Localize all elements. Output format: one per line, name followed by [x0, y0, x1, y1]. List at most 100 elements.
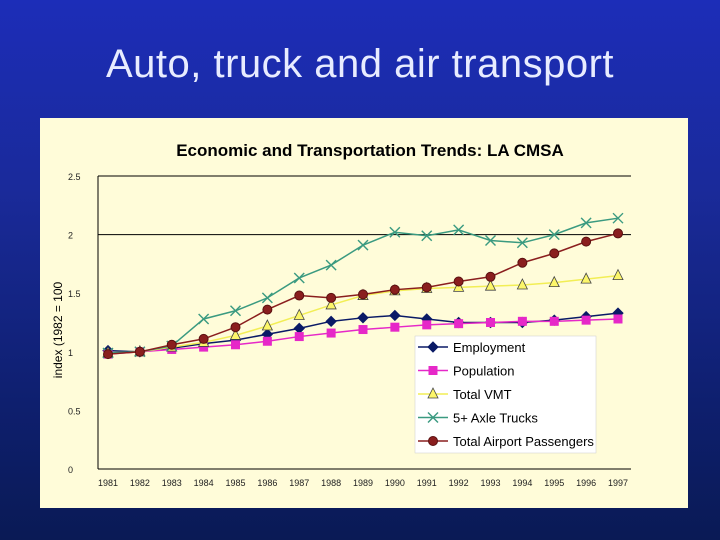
- data-point: [549, 248, 560, 259]
- legend-entry: Total VMT: [418, 387, 512, 402]
- legend-marker: [428, 436, 438, 446]
- x-tick-label: 1991: [417, 478, 437, 488]
- data-point: [293, 322, 305, 335]
- data-point: [326, 292, 337, 303]
- data-point: [516, 237, 528, 249]
- data-point: [390, 322, 400, 332]
- axes: [97, 176, 631, 470]
- data-point: [486, 318, 495, 327]
- data-point: [453, 276, 464, 287]
- y-tick-label: 0.5: [68, 406, 81, 416]
- data-point: [231, 340, 240, 350]
- data-point: [613, 228, 623, 239]
- data-point: [389, 309, 401, 322]
- data-point: [325, 259, 337, 271]
- data-point: [453, 224, 465, 236]
- series-total-airport-passengers: [103, 228, 623, 360]
- data-point: [612, 212, 624, 224]
- y-tick-label: 1.5: [68, 289, 81, 299]
- legend-entry: Population: [418, 364, 514, 379]
- data-point: [294, 332, 304, 342]
- legend-label: Employment: [453, 340, 526, 355]
- x-tick-label: 1985: [225, 478, 245, 488]
- data-point: [325, 298, 337, 310]
- y-tick-label: 2.5: [68, 172, 81, 182]
- legend-label: 5+ Axle Trucks: [453, 411, 538, 426]
- data-point: [229, 328, 242, 340]
- x-tick-label: 1992: [449, 478, 469, 488]
- data-point: [454, 319, 464, 329]
- legend: Employment Population Total VMT 5+ Axle Tru…: [414, 335, 597, 454]
- data-point: [612, 268, 624, 281]
- legend-entry: 5+ Axle Trucks: [418, 411, 538, 426]
- data-point: [485, 271, 496, 282]
- data-point: [517, 257, 528, 268]
- data-point: [549, 316, 559, 326]
- x-tick-label: 1995: [544, 478, 564, 488]
- data-point: [484, 279, 497, 291]
- x-tick-label: 1984: [194, 478, 214, 488]
- x-tick-label: 1990: [385, 478, 405, 488]
- data-point: [516, 278, 529, 290]
- data-point: [262, 336, 272, 346]
- data-point: [548, 275, 560, 288]
- legend-marker: [427, 341, 439, 353]
- x-tick-labels: 1981 1982 1983 1984 1985 1986 1987 1988 1989 1990…: [98, 478, 628, 488]
- data-point: [198, 313, 210, 325]
- legend-label: Total Airport Passengers: [453, 434, 594, 449]
- data-point: [230, 305, 241, 317]
- x-tick-label: 1994: [512, 478, 532, 488]
- data-point: [293, 272, 305, 284]
- slide-title: Auto, truck and air transport: [105, 42, 615, 86]
- y-tick-label: 1: [68, 348, 73, 358]
- gridlines: [98, 175, 631, 236]
- data-point: [230, 322, 241, 333]
- data-point: [325, 315, 337, 328]
- x-tick-label: 1986: [257, 478, 277, 488]
- data-point: [262, 304, 273, 315]
- data-point: [389, 226, 401, 238]
- x-tick-label: 1981: [98, 478, 118, 488]
- data-point: [389, 284, 400, 295]
- data-point: [166, 339, 177, 350]
- x-tick-label: 1988: [321, 478, 341, 488]
- data-point: [198, 333, 209, 344]
- data-point: [421, 230, 433, 242]
- data-point: [421, 282, 432, 293]
- data-point: [548, 229, 560, 241]
- y-axis-label: index (1982 = 100: [51, 281, 65, 378]
- x-tick-label: 1983: [162, 478, 182, 488]
- data-point: [580, 217, 592, 229]
- data-point: [580, 272, 592, 284]
- data-point: [613, 314, 623, 324]
- data-point: [357, 239, 369, 251]
- data-point: [103, 349, 113, 360]
- data-point: [261, 292, 273, 304]
- legend-label: Total VMT: [453, 387, 512, 402]
- data-point: [581, 236, 592, 247]
- chart-panel: Economic and Transportation Trends: LA C…: [40, 118, 688, 508]
- plot-area: [102, 212, 624, 360]
- data-point: [261, 319, 274, 331]
- x-tick-label: 1989: [353, 478, 373, 488]
- y-tick-labels: 0 0.5 1 1.5 2 2.5: [68, 172, 81, 475]
- data-point: [422, 320, 432, 330]
- chart-title: Economic and Transportation Trends: LA C…: [176, 141, 564, 160]
- x-tick-label: 1996: [576, 478, 596, 488]
- data-point: [581, 315, 591, 325]
- y-tick-label: 0: [68, 465, 73, 475]
- series-population: [103, 314, 623, 359]
- data-point: [517, 316, 527, 326]
- x-tick-label: 1982: [130, 478, 150, 488]
- data-point: [358, 325, 368, 335]
- data-point: [358, 289, 368, 300]
- data-point: [357, 312, 369, 324]
- legend-entry: Employment: [418, 340, 526, 355]
- data-point: [485, 234, 496, 246]
- legend-marker: [427, 412, 439, 423]
- legend-entry: Total Airport Passengers: [418, 434, 594, 449]
- data-point: [293, 308, 305, 320]
- legend-marker: [427, 387, 439, 399]
- data-point: [294, 290, 305, 301]
- x-tick-label: 1997: [608, 478, 628, 488]
